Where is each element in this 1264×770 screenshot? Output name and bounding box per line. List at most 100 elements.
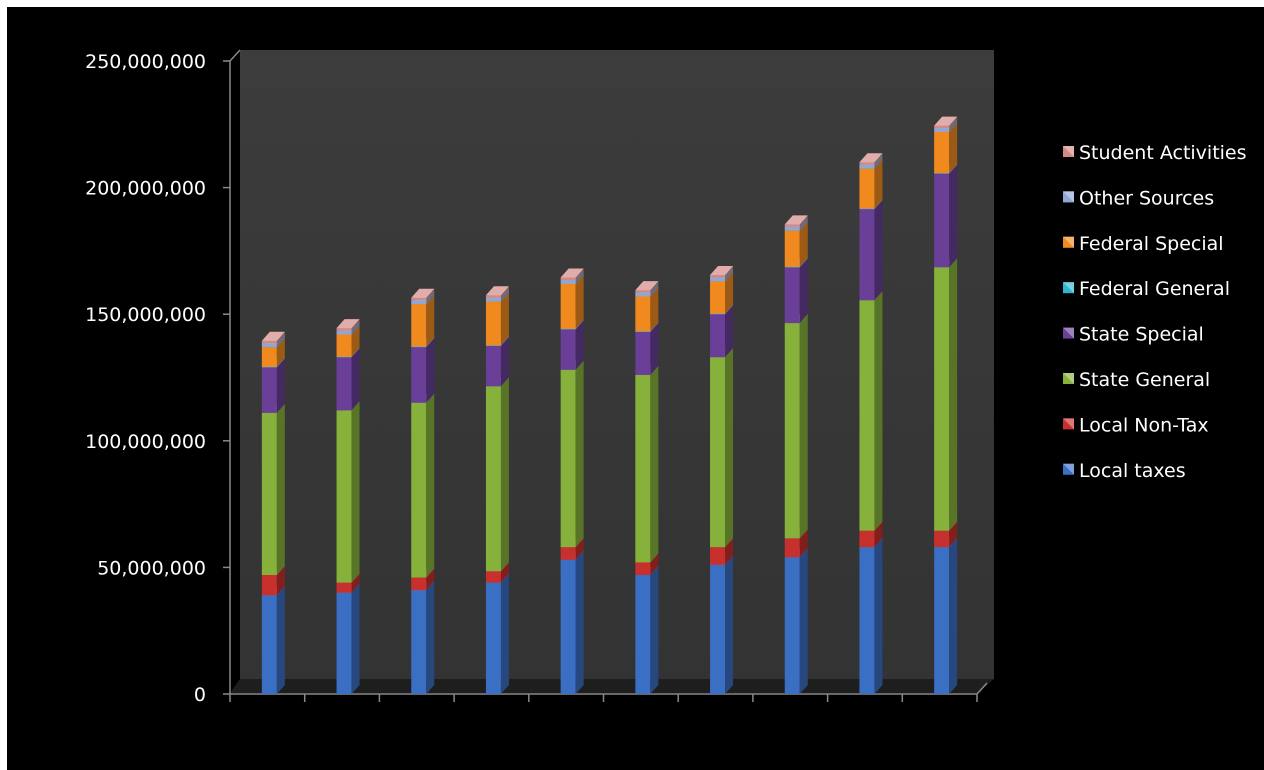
column [784,215,808,694]
bar-side [426,568,435,591]
bar-side [426,288,435,301]
bar-front [635,562,651,575]
bar-segment [411,393,435,578]
bar-segment [560,268,584,281]
bar-front [261,366,277,368]
bar-front [934,128,950,132]
bar-side [874,521,883,548]
bar-side [426,338,435,403]
bar-segment [485,377,509,572]
bar-front [411,300,427,305]
bar-segment [859,538,883,694]
bar-front [710,357,726,548]
bar-top [859,153,883,163]
bar-front [560,329,576,370]
legend-label: Other Sources [1079,187,1214,209]
bar-front [336,330,352,335]
y-tick-label: 200,000,000 [85,178,206,200]
bar-front [485,582,501,694]
bar-front [485,345,501,346]
bar-front [635,331,651,332]
bar-front [710,313,726,315]
legend-label: Student Activities [1079,142,1247,164]
bar-front [560,328,576,330]
legend: Student Activities Other Sources Federal S… [1063,142,1247,482]
chart-frame: 0 50,000,000 100,000,000 150,000,000 200,000… [7,7,1264,770]
bar-front [784,538,800,558]
legend-item: State Special [1063,324,1204,346]
bar-segment [934,258,958,531]
bar-side [351,583,360,694]
bar-front [411,402,427,578]
bar-front [261,595,277,694]
bar-top [336,319,360,329]
bar-side [650,365,659,563]
bar-side [725,348,734,548]
bar-side [650,287,659,332]
bar-side [351,348,360,411]
bar-side [351,321,360,335]
stacked-column-chart: 0 50,000,000 100,000,000 150,000,000 200,000… [85,49,1247,706]
bar-front [411,577,427,591]
bar-front [336,357,352,411]
bar-side [725,265,734,278]
bar-segment [784,215,808,227]
bar-side [874,159,883,209]
bar-side [874,200,883,301]
bar-segment [635,281,659,293]
bar-side [650,565,659,694]
bar-side [575,271,584,284]
column [261,331,285,694]
bar-side [949,122,958,174]
bar-front [784,323,800,539]
bar-front [336,356,352,358]
bar-segment [261,331,285,344]
bar-front [784,267,800,324]
bar-front [560,277,576,281]
bar-side [351,347,360,358]
legend-item: Local Non-Tax [1063,414,1209,436]
column [859,153,883,694]
bar-front [485,295,501,298]
bar-side [276,358,285,413]
bar-segment [261,403,285,575]
bar-side [276,565,285,596]
bar-side [426,337,435,348]
legend-label: Local taxes [1079,460,1186,482]
bar-side [575,550,584,694]
y-tick-label: 100,000,000 [85,431,206,453]
bar-side [799,258,808,324]
bars [261,116,958,694]
bar-front [784,557,800,694]
bar-segment [560,360,584,548]
bar-front [336,328,352,331]
bar-segment [261,586,285,694]
bar-side [799,257,808,268]
bar-segment [411,581,435,694]
bar-segment [784,548,808,694]
bar-side [725,538,734,565]
bar-front [635,374,651,563]
bar-side [500,562,509,583]
bar-segment [710,265,734,278]
bar-side [799,314,808,539]
bar-front [784,266,800,268]
bar-side [650,553,659,575]
x-axis-ticks [229,694,978,702]
bar-side [575,538,584,560]
bar-side [351,401,360,583]
bar-front [859,209,875,301]
legend-item: Local taxes [1063,460,1186,482]
bar-front [859,164,875,169]
bar-side [799,548,808,694]
bar-front [934,131,950,174]
bar-front [411,304,427,347]
legend-label: Federal Special [1079,233,1224,255]
legend-swatch-shade [1063,418,1074,430]
y-tick-label: 0 [194,684,206,706]
legend-label: State Special [1079,324,1204,346]
bar-top [411,288,435,298]
bar-side [500,377,509,572]
x-axis-depth-line [976,682,988,695]
bar-front [485,386,501,572]
